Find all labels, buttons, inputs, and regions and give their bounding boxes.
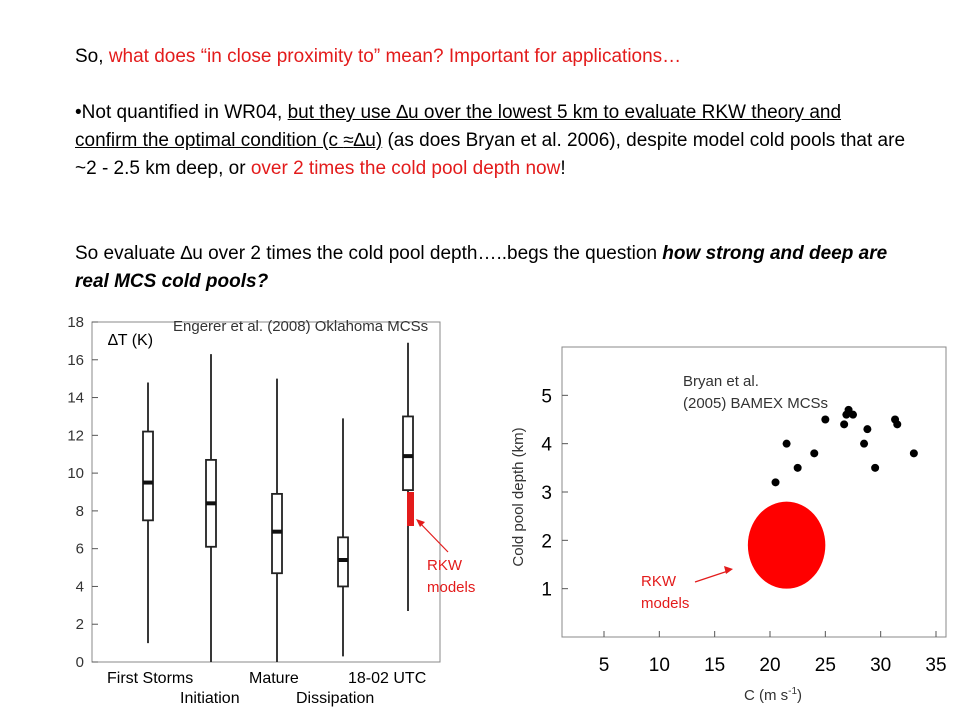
scatter-y-tick-label: 2 xyxy=(541,531,552,552)
boxplot-x-label: 18-02 UTC xyxy=(348,670,426,687)
scatter-x-tick-label: 20 xyxy=(759,655,780,676)
boxplot-frame xyxy=(91,321,441,663)
boxplot-x-labels: First Storms Initiation Mature Dissipation 1… xyxy=(107,670,426,707)
scatter-x-tick-label: 35 xyxy=(925,655,946,676)
boxplot-rkw-bar xyxy=(407,492,414,526)
scatter-y-tick-label: 1 xyxy=(541,580,552,601)
bullet-text-d: ∆u) xyxy=(353,130,383,151)
underlined-claim: but they use ∆u over the lowest 5 km to … xyxy=(75,102,841,151)
scatter-point xyxy=(909,449,918,458)
scatter-x-tick-label: 30 xyxy=(870,655,891,676)
scatter-frame xyxy=(561,346,947,638)
boxplot-rkw-arrow xyxy=(417,520,449,553)
boxplot-boxes xyxy=(142,342,414,662)
scatter-x-tick-label: 5 xyxy=(599,655,610,676)
question-italic: how strong and deep are real MCS cold po… xyxy=(75,243,888,292)
question-text-a: So evaluate xyxy=(75,243,181,264)
scatter-rkw-label: RKW models xyxy=(641,573,689,612)
scatter-point xyxy=(863,425,872,434)
bullet-text-f: ! xyxy=(560,158,566,179)
boxplot-x-label: Dissipation xyxy=(296,690,374,707)
bullet-text-b: but they use xyxy=(287,102,397,123)
scatter-point xyxy=(793,463,802,472)
scatter-xlabel-main: C (m s xyxy=(744,687,788,704)
bullet-red-text: over 2 times the cold pool depth now xyxy=(250,158,561,179)
scatter-ylabel: Cold pool depth (km) xyxy=(510,427,527,566)
boxplot-y-tick-label: 4 xyxy=(76,578,84,595)
scatter-y-tick-label: 5 xyxy=(541,386,552,407)
scatter-point xyxy=(871,463,880,472)
scatter-x-tick-label: 10 xyxy=(649,655,670,676)
delta-symbol: ∆ xyxy=(396,102,409,123)
scatter-x-ticks: 5 10 15 20 25 30 35 xyxy=(599,631,947,676)
scatter-point xyxy=(771,478,780,487)
bullet-text-e: (as does Bryan et al. 2006), despite mod… xyxy=(75,130,906,179)
scatter-title: Bryan et al. (2005) BAMEX MCSs xyxy=(683,373,828,412)
boxplot-y-tick-label: 2 xyxy=(76,616,84,633)
scatter-point xyxy=(849,410,857,419)
boxplot-box xyxy=(142,430,154,522)
bullet-paragraph: •Not quantified in WR04, but they use ∆u… xyxy=(75,99,905,183)
approx-symbol: ≈ xyxy=(343,130,354,151)
boxplot-x-label: Initiation xyxy=(180,690,240,707)
scatter-rkw-ellipse xyxy=(747,501,826,589)
boxplot-chart: 0 2 4 6 8 10 12 14 16 18 First Storms Initiation Ma… xyxy=(67,314,475,707)
boxplot-y-tick-label: 12 xyxy=(67,427,84,444)
scatter-y-ticks: 1 2 3 4 5 xyxy=(541,386,568,601)
scatter-rkw-arrow xyxy=(694,570,729,583)
boxplot-y-tick-label: 8 xyxy=(76,503,84,520)
scatter-x-tick-label: 25 xyxy=(815,655,836,676)
boxplot-rkw-arrowhead xyxy=(416,519,425,527)
scatter-point xyxy=(821,415,830,424)
scatter-point xyxy=(840,420,849,429)
scatter-point xyxy=(893,420,902,429)
scatter-y-tick-label: 4 xyxy=(541,435,552,456)
scatter-rkw-arrowhead xyxy=(724,566,733,574)
heading: So, what does “in close proximity to” me… xyxy=(75,43,681,71)
boxplot-y-tick-label: 14 xyxy=(67,390,84,407)
question-paragraph: So evaluate ∆u over 2 times the cold poo… xyxy=(75,240,905,296)
bullet-marker: • xyxy=(75,102,82,123)
question-text-b: u over 2 times the cold pool depth…..beg… xyxy=(192,243,663,264)
boxplot-x-label: First Storms xyxy=(107,670,193,687)
scatter-y-tick-label: 3 xyxy=(541,483,552,504)
boxplot-title: Engerer et al. (2008) Oklahoma MCSs xyxy=(173,318,428,335)
scatter-point xyxy=(860,439,869,448)
scatter-chart: 1 2 3 4 5 5 10 15 20 25 30 35 Bryan et al. (2005) … xyxy=(510,346,947,704)
boxplot-y-tick-label: 16 xyxy=(67,352,84,369)
boxplot-y-tick-label: 0 xyxy=(76,654,84,671)
boxplot-y-tick-label: 18 xyxy=(67,314,84,331)
bullet-text-a: Not quantified in WR04, xyxy=(81,102,288,123)
scatter-xlabel: C (m s-1) xyxy=(744,686,802,704)
scatter-xlabel-sup: -1 xyxy=(788,686,797,697)
boxplot-y-ticks: 0 2 4 6 8 10 12 14 16 18 xyxy=(67,314,98,671)
heading-prefix: So, xyxy=(75,46,109,67)
heading-question: what does “in close proximity to” mean? … xyxy=(108,46,682,67)
boxplot-x-label: Mature xyxy=(249,670,299,687)
scatter-points xyxy=(771,405,918,487)
boxplot-rkw-label: RKW models xyxy=(427,557,475,596)
boxplot-y-tick-label: 10 xyxy=(67,465,84,482)
scatter-point xyxy=(810,449,819,458)
scatter-x-tick-label: 15 xyxy=(704,655,725,676)
boxplot-y-tick-label: 6 xyxy=(76,541,84,558)
scatter-point xyxy=(782,439,791,448)
boxplot-box xyxy=(402,415,414,492)
boxplot-ylabel: ∆T (K) xyxy=(108,332,153,349)
bullet-text-c: u over the lowest 5 km to evaluate RKW t… xyxy=(75,102,842,151)
scatter-xlabel-end: ) xyxy=(797,687,802,704)
question-delta-symbol: ∆ xyxy=(180,243,193,264)
